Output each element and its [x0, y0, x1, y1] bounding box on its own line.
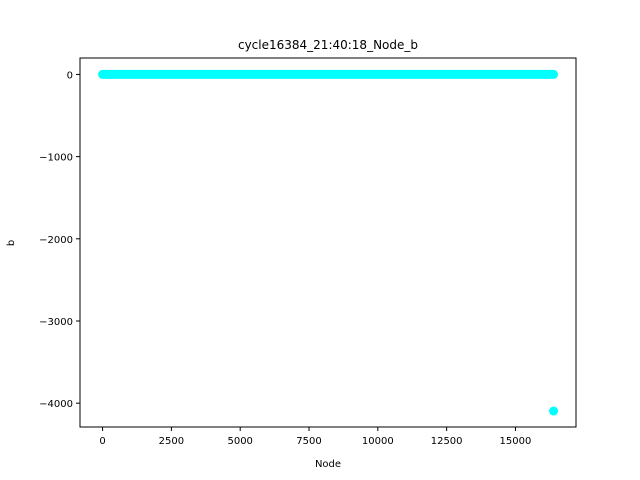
x-tick-label: 10000	[362, 436, 394, 447]
y-tick-label: −2000	[39, 235, 73, 246]
plot-frame	[79, 57, 577, 428]
y-tick-label: −3000	[39, 317, 73, 328]
chart-title: cycle16384_21:40:18_Node_b	[238, 38, 418, 52]
x-tick-label: 12500	[431, 436, 463, 447]
x-axis-label: Node	[315, 459, 341, 470]
x-tick-label: 2500	[159, 436, 184, 447]
y-tick-label: −4000	[39, 399, 73, 410]
data-marks	[98, 69, 559, 416]
x-tick-label: 5000	[227, 436, 252, 447]
x-tick-label: 7500	[296, 436, 321, 447]
x-tick-label: 0	[99, 436, 105, 447]
x-tick-label: 15000	[500, 436, 532, 447]
y-tick-label: 0	[67, 70, 73, 81]
scatter-point	[549, 406, 559, 416]
y-axis-ticks: 0 −1000 −2000 −3000 −4000	[39, 70, 80, 410]
x-axis-ticks: 0 2500 5000 7500 10000 12500 15000	[99, 427, 531, 447]
y-tick-label: −1000	[39, 153, 73, 164]
y-axis-label: b	[6, 240, 17, 246]
